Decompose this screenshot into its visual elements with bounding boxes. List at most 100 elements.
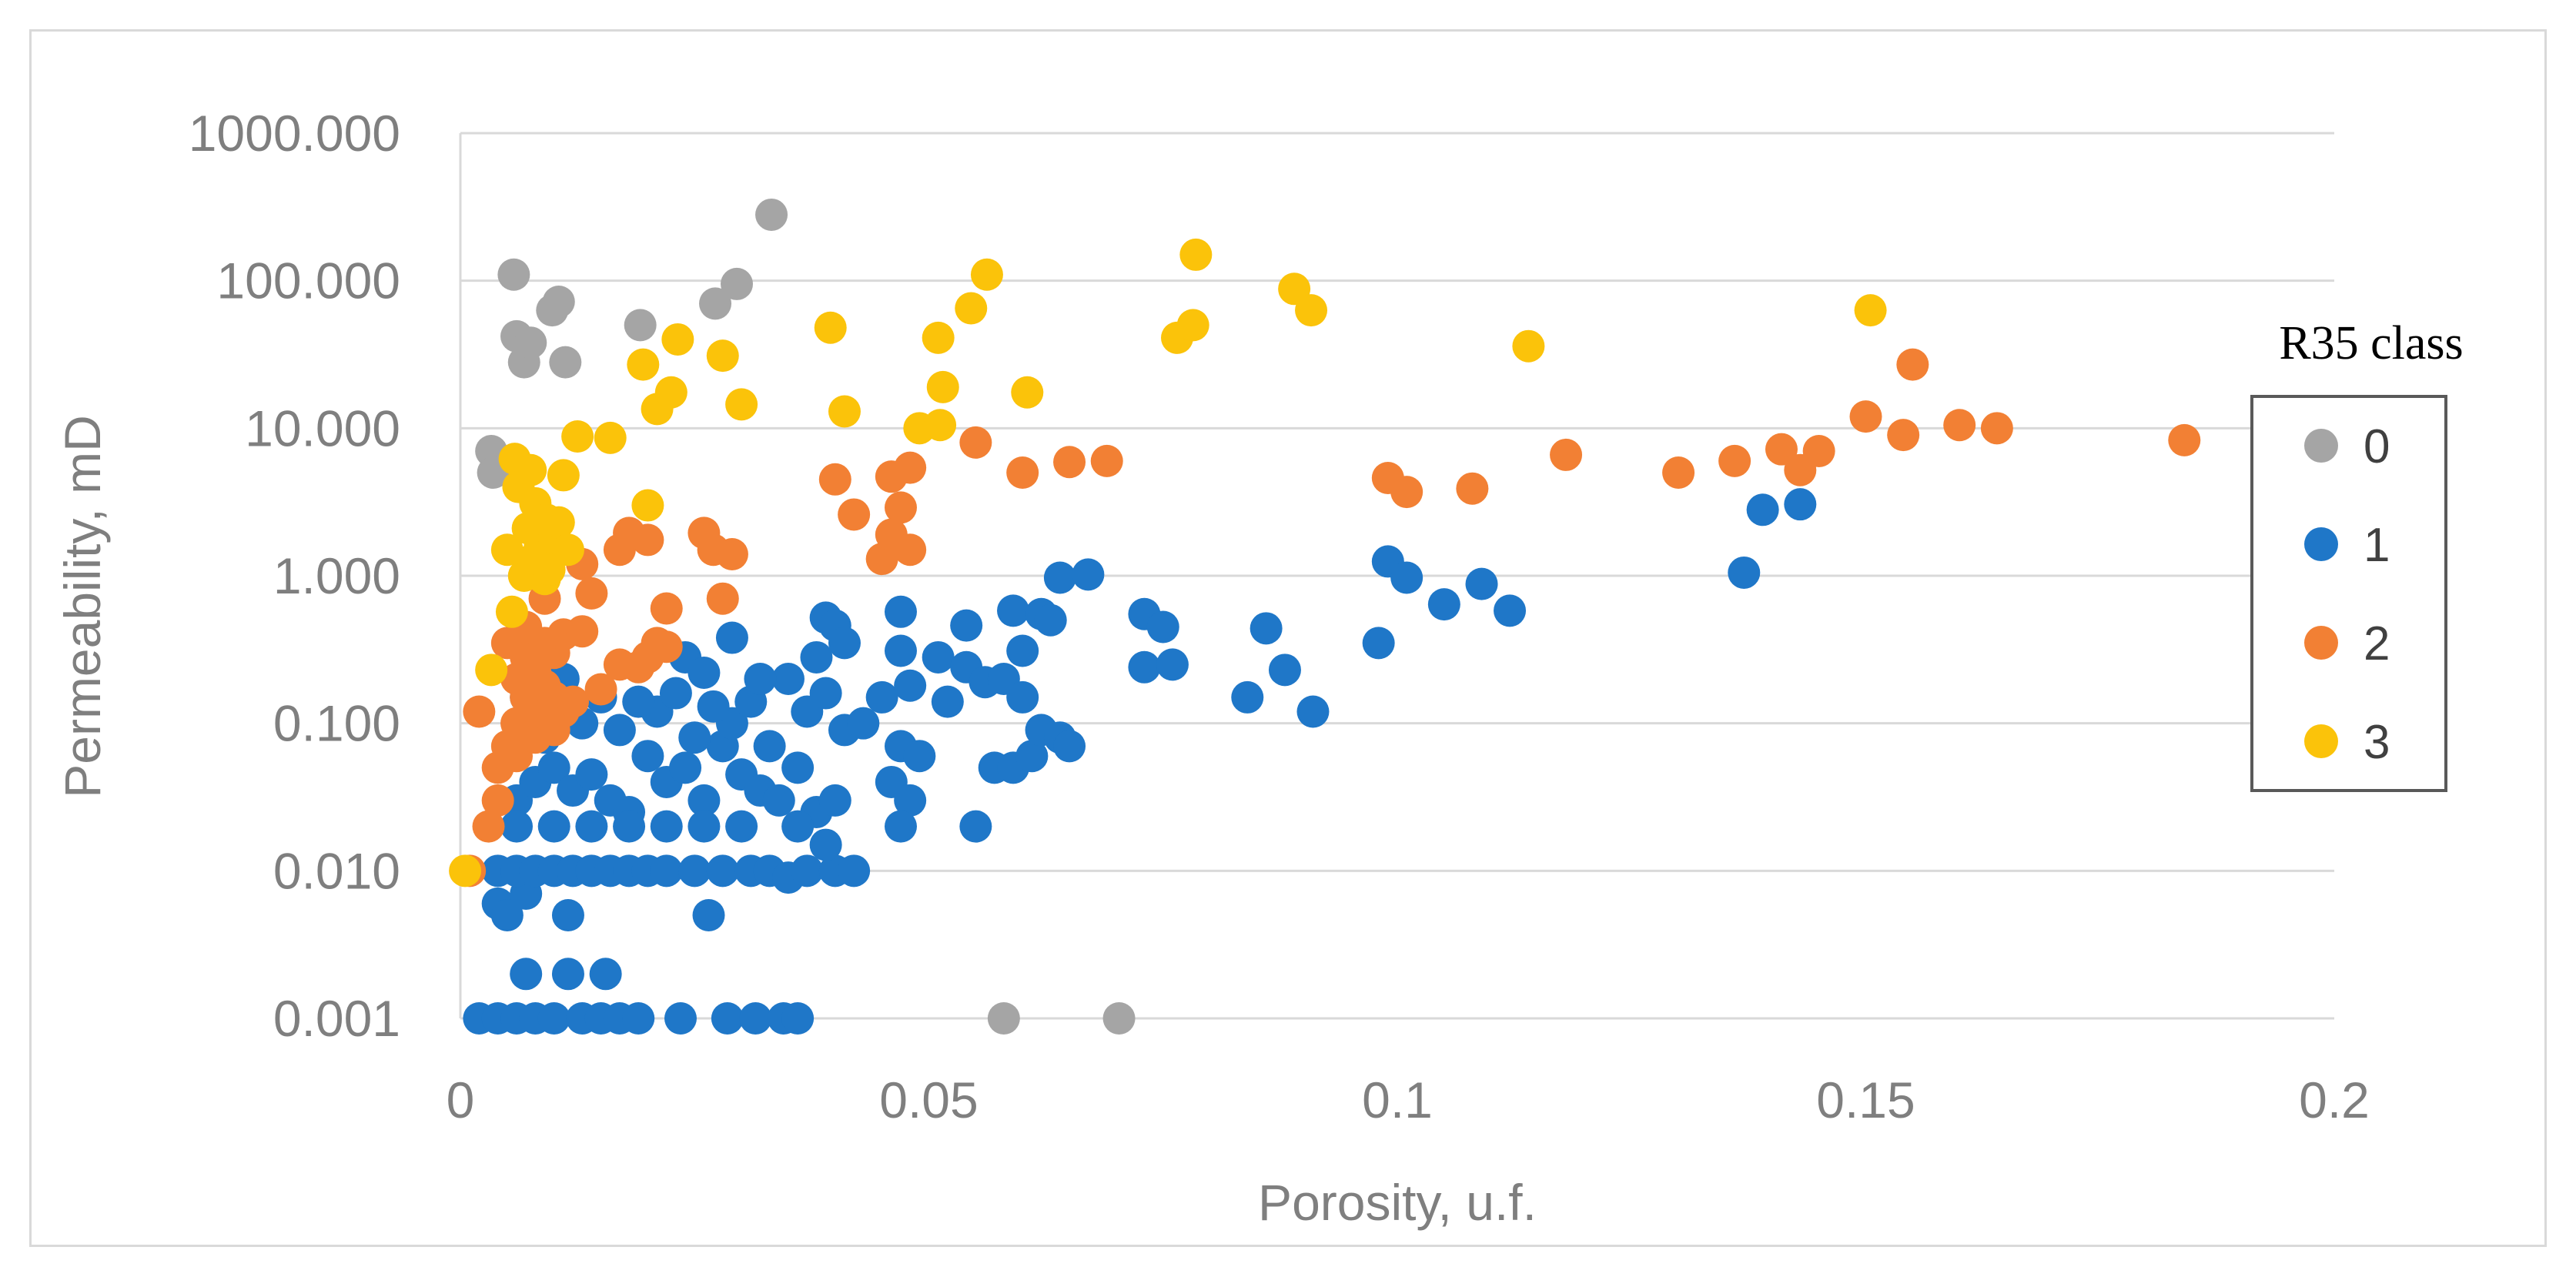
point-class-1 bbox=[551, 899, 584, 932]
point-class-3 bbox=[490, 533, 524, 567]
point-class-1 bbox=[669, 751, 702, 784]
x-tick-label: 0.1 bbox=[1362, 1071, 1433, 1128]
y-tick-label: 0.010 bbox=[273, 842, 400, 899]
point-class-2 bbox=[1090, 444, 1123, 477]
point-class-3 bbox=[1512, 329, 1545, 363]
point-class-1 bbox=[744, 662, 777, 695]
point-class-2 bbox=[1550, 438, 1583, 471]
point-class-2 bbox=[715, 537, 748, 570]
point-class-1 bbox=[659, 677, 692, 710]
x-tick-label: 0 bbox=[447, 1071, 475, 1128]
point-class-3 bbox=[661, 323, 694, 356]
legend-title: R35 class bbox=[2279, 317, 2463, 369]
point-class-2 bbox=[838, 498, 871, 531]
point-class-1 bbox=[678, 721, 711, 754]
point-class-2 bbox=[566, 615, 599, 648]
point-class-1 bbox=[781, 1002, 815, 1035]
point-class-1 bbox=[847, 707, 880, 740]
point-class-2 bbox=[894, 451, 927, 484]
point-class-1 bbox=[500, 810, 534, 843]
point-class-1 bbox=[903, 740, 936, 773]
point-class-1 bbox=[1494, 594, 1527, 627]
point-class-1 bbox=[1015, 740, 1049, 773]
point-class-1 bbox=[1390, 561, 1423, 594]
point-class-0 bbox=[624, 309, 657, 342]
legend-label: 0 bbox=[2364, 420, 2390, 473]
point-class-1 bbox=[1146, 610, 1179, 644]
point-class-1 bbox=[1072, 558, 1105, 591]
y-tick-label: 10.000 bbox=[245, 399, 400, 456]
point-class-0 bbox=[1102, 1002, 1136, 1035]
point-class-0 bbox=[755, 198, 788, 231]
legend-label: 1 bbox=[2364, 519, 2390, 572]
point-class-1 bbox=[950, 609, 983, 642]
point-class-2 bbox=[463, 695, 496, 728]
point-class-2 bbox=[706, 582, 739, 615]
point-class-1 bbox=[1296, 695, 1330, 728]
point-class-1 bbox=[739, 1002, 772, 1035]
point-class-1 bbox=[537, 751, 570, 784]
point-class-1 bbox=[838, 854, 871, 888]
point-class-1 bbox=[697, 690, 730, 723]
point-class-1 bbox=[922, 640, 955, 674]
point-class-1 bbox=[818, 784, 851, 817]
legend: 0 1 2 3 bbox=[2250, 395, 2447, 792]
point-class-1 bbox=[650, 810, 683, 843]
point-class-1 bbox=[753, 730, 786, 763]
point-class-1 bbox=[1034, 603, 1067, 637]
x-tick-label: 0.05 bbox=[879, 1071, 978, 1128]
point-class-3 bbox=[449, 854, 482, 888]
point-class-2 bbox=[557, 685, 590, 718]
point-class-3 bbox=[924, 409, 957, 442]
y-tick-label: 1.000 bbox=[273, 547, 400, 604]
point-class-0 bbox=[497, 258, 530, 291]
legend-box bbox=[2250, 395, 2447, 792]
point-class-2 bbox=[2168, 423, 2201, 456]
legend-marker bbox=[2304, 626, 2338, 660]
point-class-3 bbox=[725, 388, 758, 421]
point-class-3 bbox=[542, 506, 575, 539]
point-class-3 bbox=[475, 654, 508, 687]
point-class-3 bbox=[1295, 294, 1328, 327]
point-class-3 bbox=[814, 311, 847, 344]
point-class-2 bbox=[1718, 444, 1751, 477]
point-class-3 bbox=[654, 376, 687, 409]
point-class-1 bbox=[884, 810, 917, 843]
point-class-3 bbox=[631, 489, 664, 522]
y-axis-ticks: 1000.000 100.000 10.000 1.000 0.100 0.010 0.00… bbox=[189, 105, 400, 1047]
point-class-1 bbox=[791, 854, 824, 888]
point-class-1 bbox=[706, 854, 739, 888]
point-class-0 bbox=[514, 326, 547, 359]
point-class-1 bbox=[687, 657, 721, 690]
point-class-3 bbox=[1176, 309, 1209, 342]
point-class-3 bbox=[926, 370, 959, 403]
point-class-1 bbox=[865, 680, 898, 714]
point-class-1 bbox=[537, 810, 570, 843]
point-class-1 bbox=[1053, 730, 1086, 763]
point-class-1 bbox=[771, 662, 805, 695]
point-class-1 bbox=[1362, 627, 1395, 660]
point-class-1 bbox=[1231, 680, 1264, 714]
point-class-2 bbox=[1053, 446, 1086, 479]
point-class-1 bbox=[692, 899, 725, 932]
point-class-0 bbox=[987, 1002, 1020, 1035]
point-class-3 bbox=[551, 533, 584, 567]
point-class-3 bbox=[1179, 238, 1213, 271]
point-class-2 bbox=[1390, 476, 1423, 509]
point-class-3 bbox=[1011, 376, 1044, 409]
point-class-2 bbox=[472, 810, 505, 843]
point-class-1 bbox=[1465, 567, 1498, 600]
point-class-1 bbox=[809, 677, 842, 710]
legend-marker bbox=[2304, 429, 2338, 463]
point-class-2 bbox=[959, 426, 992, 459]
point-class-1 bbox=[931, 685, 964, 718]
point-class-3 bbox=[1854, 294, 1887, 327]
point-class-1 bbox=[631, 740, 664, 773]
point-class-3 bbox=[970, 258, 1003, 291]
point-class-2 bbox=[1662, 456, 1695, 490]
point-class-1 bbox=[781, 751, 815, 784]
point-class-1 bbox=[1250, 612, 1283, 645]
point-class-3 bbox=[828, 395, 861, 428]
legend-marker bbox=[2304, 724, 2338, 758]
